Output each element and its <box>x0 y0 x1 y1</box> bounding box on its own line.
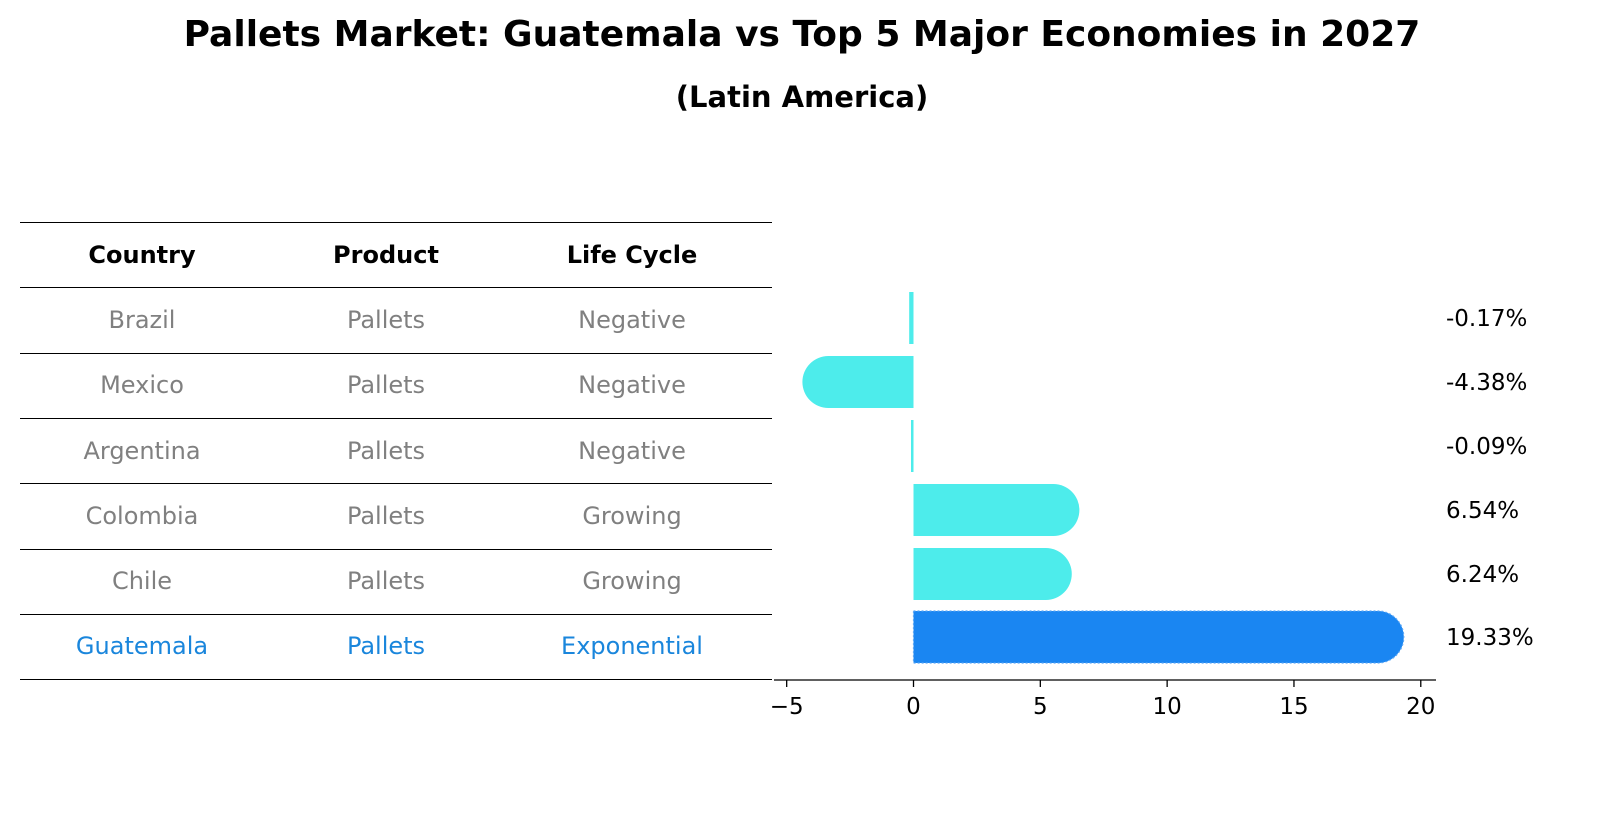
bar-value-label: 6.24% <box>1446 562 1519 588</box>
table-cell: Pallets <box>346 632 426 661</box>
table-header-cell: Country <box>88 240 196 269</box>
bar <box>802 356 914 408</box>
bar-value-label: -4.38% <box>1446 370 1527 396</box>
table-cell: Growing <box>582 501 682 530</box>
table-rule <box>20 352 772 354</box>
table-cell: Chile <box>111 567 173 596</box>
x-tick-label: −5 <box>770 694 804 720</box>
chart-title: Pallets Market: Guatemala vs Top 5 Major… <box>183 14 1421 55</box>
bar-value-label: 19.33% <box>1446 625 1534 651</box>
table-rule <box>20 613 772 615</box>
table-cell: Brazil <box>108 305 176 334</box>
table-cell: Guatemala <box>75 632 209 661</box>
table-cell: Negative <box>578 436 686 465</box>
table-rule <box>20 287 772 289</box>
bar <box>913 548 1072 600</box>
table-rule <box>20 222 772 223</box>
table-rule <box>20 679 772 681</box>
bar-value-label: -0.17% <box>1446 306 1527 332</box>
x-tick-label: 0 <box>906 694 921 720</box>
table-rule <box>20 548 772 550</box>
table-cell: Growing <box>582 567 682 596</box>
table-cell: Pallets <box>346 436 426 465</box>
x-tick-label: 10 <box>1153 694 1182 720</box>
x-tick-label: 20 <box>1406 694 1435 720</box>
table-header-cell: Product <box>333 240 439 269</box>
table-cell: Argentina <box>83 436 201 465</box>
table-header-cell: Life Cycle <box>566 240 698 269</box>
table-cell: Mexico <box>100 371 184 400</box>
x-tick-label: 15 <box>1279 694 1308 720</box>
highlight-bar <box>912 610 1405 664</box>
table-cell: Pallets <box>346 567 426 596</box>
table-cell: Negative <box>578 371 686 400</box>
table-cell: Pallets <box>346 371 426 400</box>
bar <box>909 292 914 344</box>
table-cell: Pallets <box>346 501 426 530</box>
bar <box>913 484 1080 536</box>
x-tick-label: 5 <box>1033 694 1048 720</box>
table-rule <box>20 417 772 419</box>
bar <box>911 420 914 472</box>
bar-value-label: 6.54% <box>1446 498 1519 524</box>
chart-subtitle: (Latin America) <box>675 80 929 114</box>
table-cell: Exponential <box>561 632 703 661</box>
table-rule <box>20 483 772 485</box>
bar-value-label: -0.09% <box>1446 434 1527 460</box>
table-cell: Pallets <box>346 305 426 334</box>
table-cell: Negative <box>578 305 686 334</box>
table-cell: Colombia <box>85 501 199 530</box>
